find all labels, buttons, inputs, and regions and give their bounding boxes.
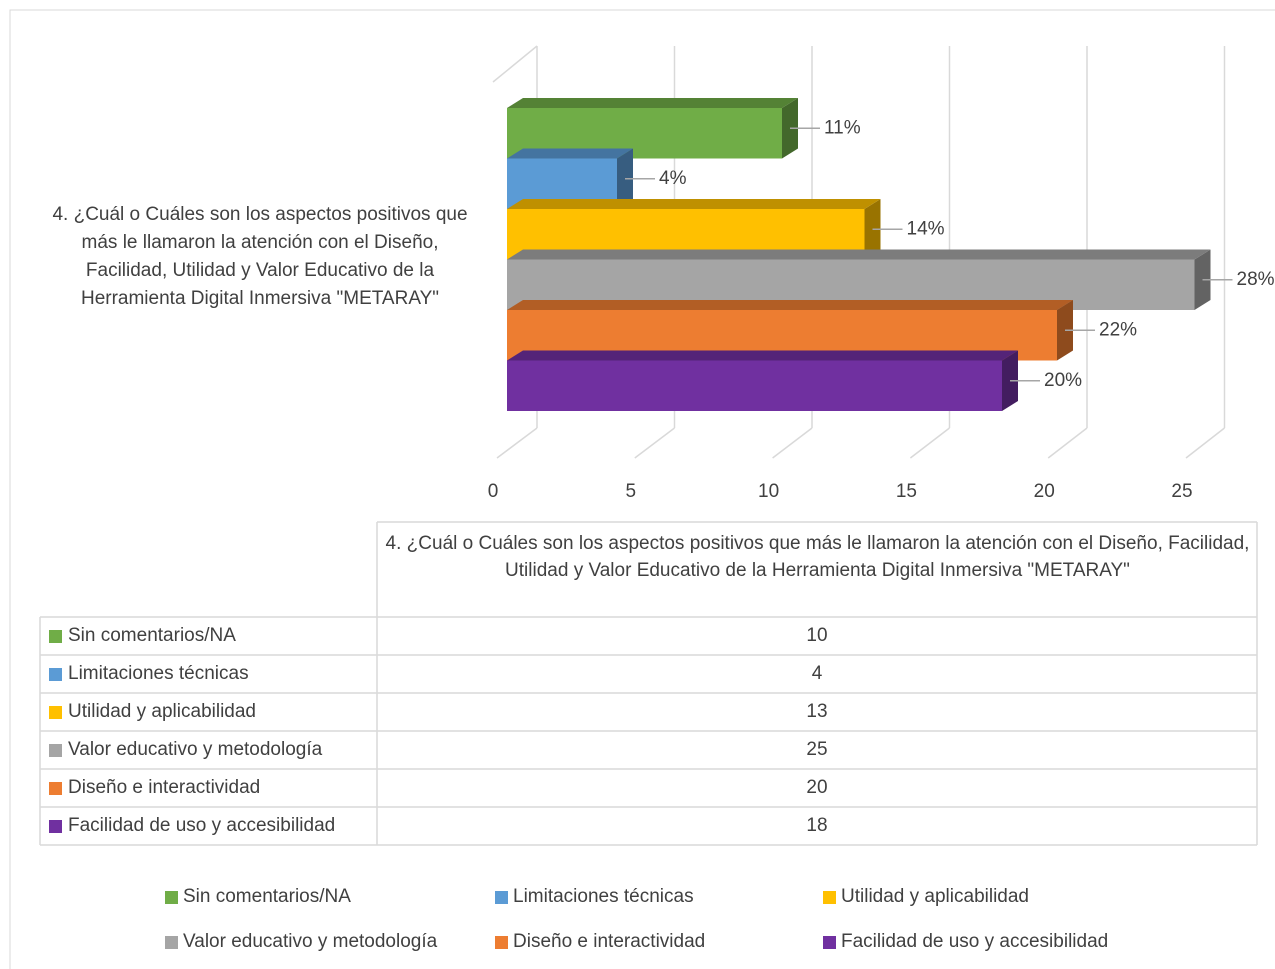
x-tick-label: 0: [488, 481, 499, 502]
legend-label: Diseño e interactividad: [513, 931, 705, 952]
bar-top: [507, 199, 881, 209]
table-series-name: Facilidad de uso y accesibilidad: [68, 815, 335, 836]
legend-key: [823, 936, 836, 949]
legend-label: Sin comentarios/NA: [183, 886, 351, 907]
table-key: [49, 706, 62, 719]
legend-label: Valor educativo y metodología: [183, 931, 438, 952]
bar: [507, 360, 1002, 411]
legend-key: [823, 891, 836, 904]
floor-line: [772, 427, 813, 459]
table-series-name: Sin comentarios/NA: [68, 625, 236, 646]
legend-label: Facilidad de uso y accesibilidad: [841, 931, 1108, 952]
legend-key: [495, 936, 508, 949]
table-key: [49, 744, 62, 757]
table-series-name: Limitaciones técnicas: [68, 663, 249, 684]
table-value: 18: [806, 815, 827, 836]
x-tick-label: 15: [896, 481, 917, 502]
category-label: 4. ¿Cuál o Cuáles son los aspectos posit…: [52, 204, 468, 309]
floor-line: [1047, 427, 1088, 459]
bar-top: [507, 148, 633, 159]
legend-key: [165, 891, 178, 904]
wall-edge: [492, 45, 538, 83]
legend-label: Limitaciones técnicas: [513, 886, 694, 907]
bar-top: [507, 300, 1073, 310]
data-label: 22%: [1099, 319, 1137, 340]
floor-line: [909, 427, 950, 459]
legend-label: Utilidad y aplicabilidad: [841, 886, 1029, 907]
table-value: 25: [806, 739, 827, 760]
table-value: 13: [806, 701, 827, 722]
x-tick-label: 20: [1034, 481, 1055, 502]
bar-top: [507, 98, 798, 108]
table-series-name: Valor educativo y metodología: [68, 739, 323, 760]
chart-border: [9, 9, 1275, 969]
table-header: 4. ¿Cuál o Cuáles son los aspectos posit…: [385, 533, 1250, 581]
legend-key: [165, 936, 178, 949]
legend-key: [495, 891, 508, 904]
table-key: [49, 782, 62, 795]
table-key: [49, 668, 62, 681]
table-series-name: Utilidad y aplicabilidad: [68, 701, 256, 722]
bar-top: [507, 350, 1018, 361]
data-label: 20%: [1044, 370, 1082, 391]
x-tick-label: 5: [626, 481, 637, 502]
table-key: [49, 820, 62, 833]
table-value: 10: [806, 625, 827, 646]
floor-line: [634, 427, 675, 459]
x-tick-label: 10: [758, 481, 779, 502]
floor-line: [1185, 427, 1225, 459]
x-tick-label: 25: [1171, 481, 1192, 502]
data-label: 14%: [907, 218, 945, 239]
data-label: 11%: [824, 117, 861, 138]
bar-top: [507, 249, 1211, 260]
table-value: 20: [806, 777, 827, 798]
floor-line: [496, 427, 538, 459]
table-key: [49, 630, 62, 643]
data-label: 28%: [1237, 269, 1275, 290]
data-label: 4%: [659, 168, 687, 189]
table-series-name: Diseño e interactividad: [68, 777, 260, 798]
table-value: 4: [812, 663, 823, 684]
